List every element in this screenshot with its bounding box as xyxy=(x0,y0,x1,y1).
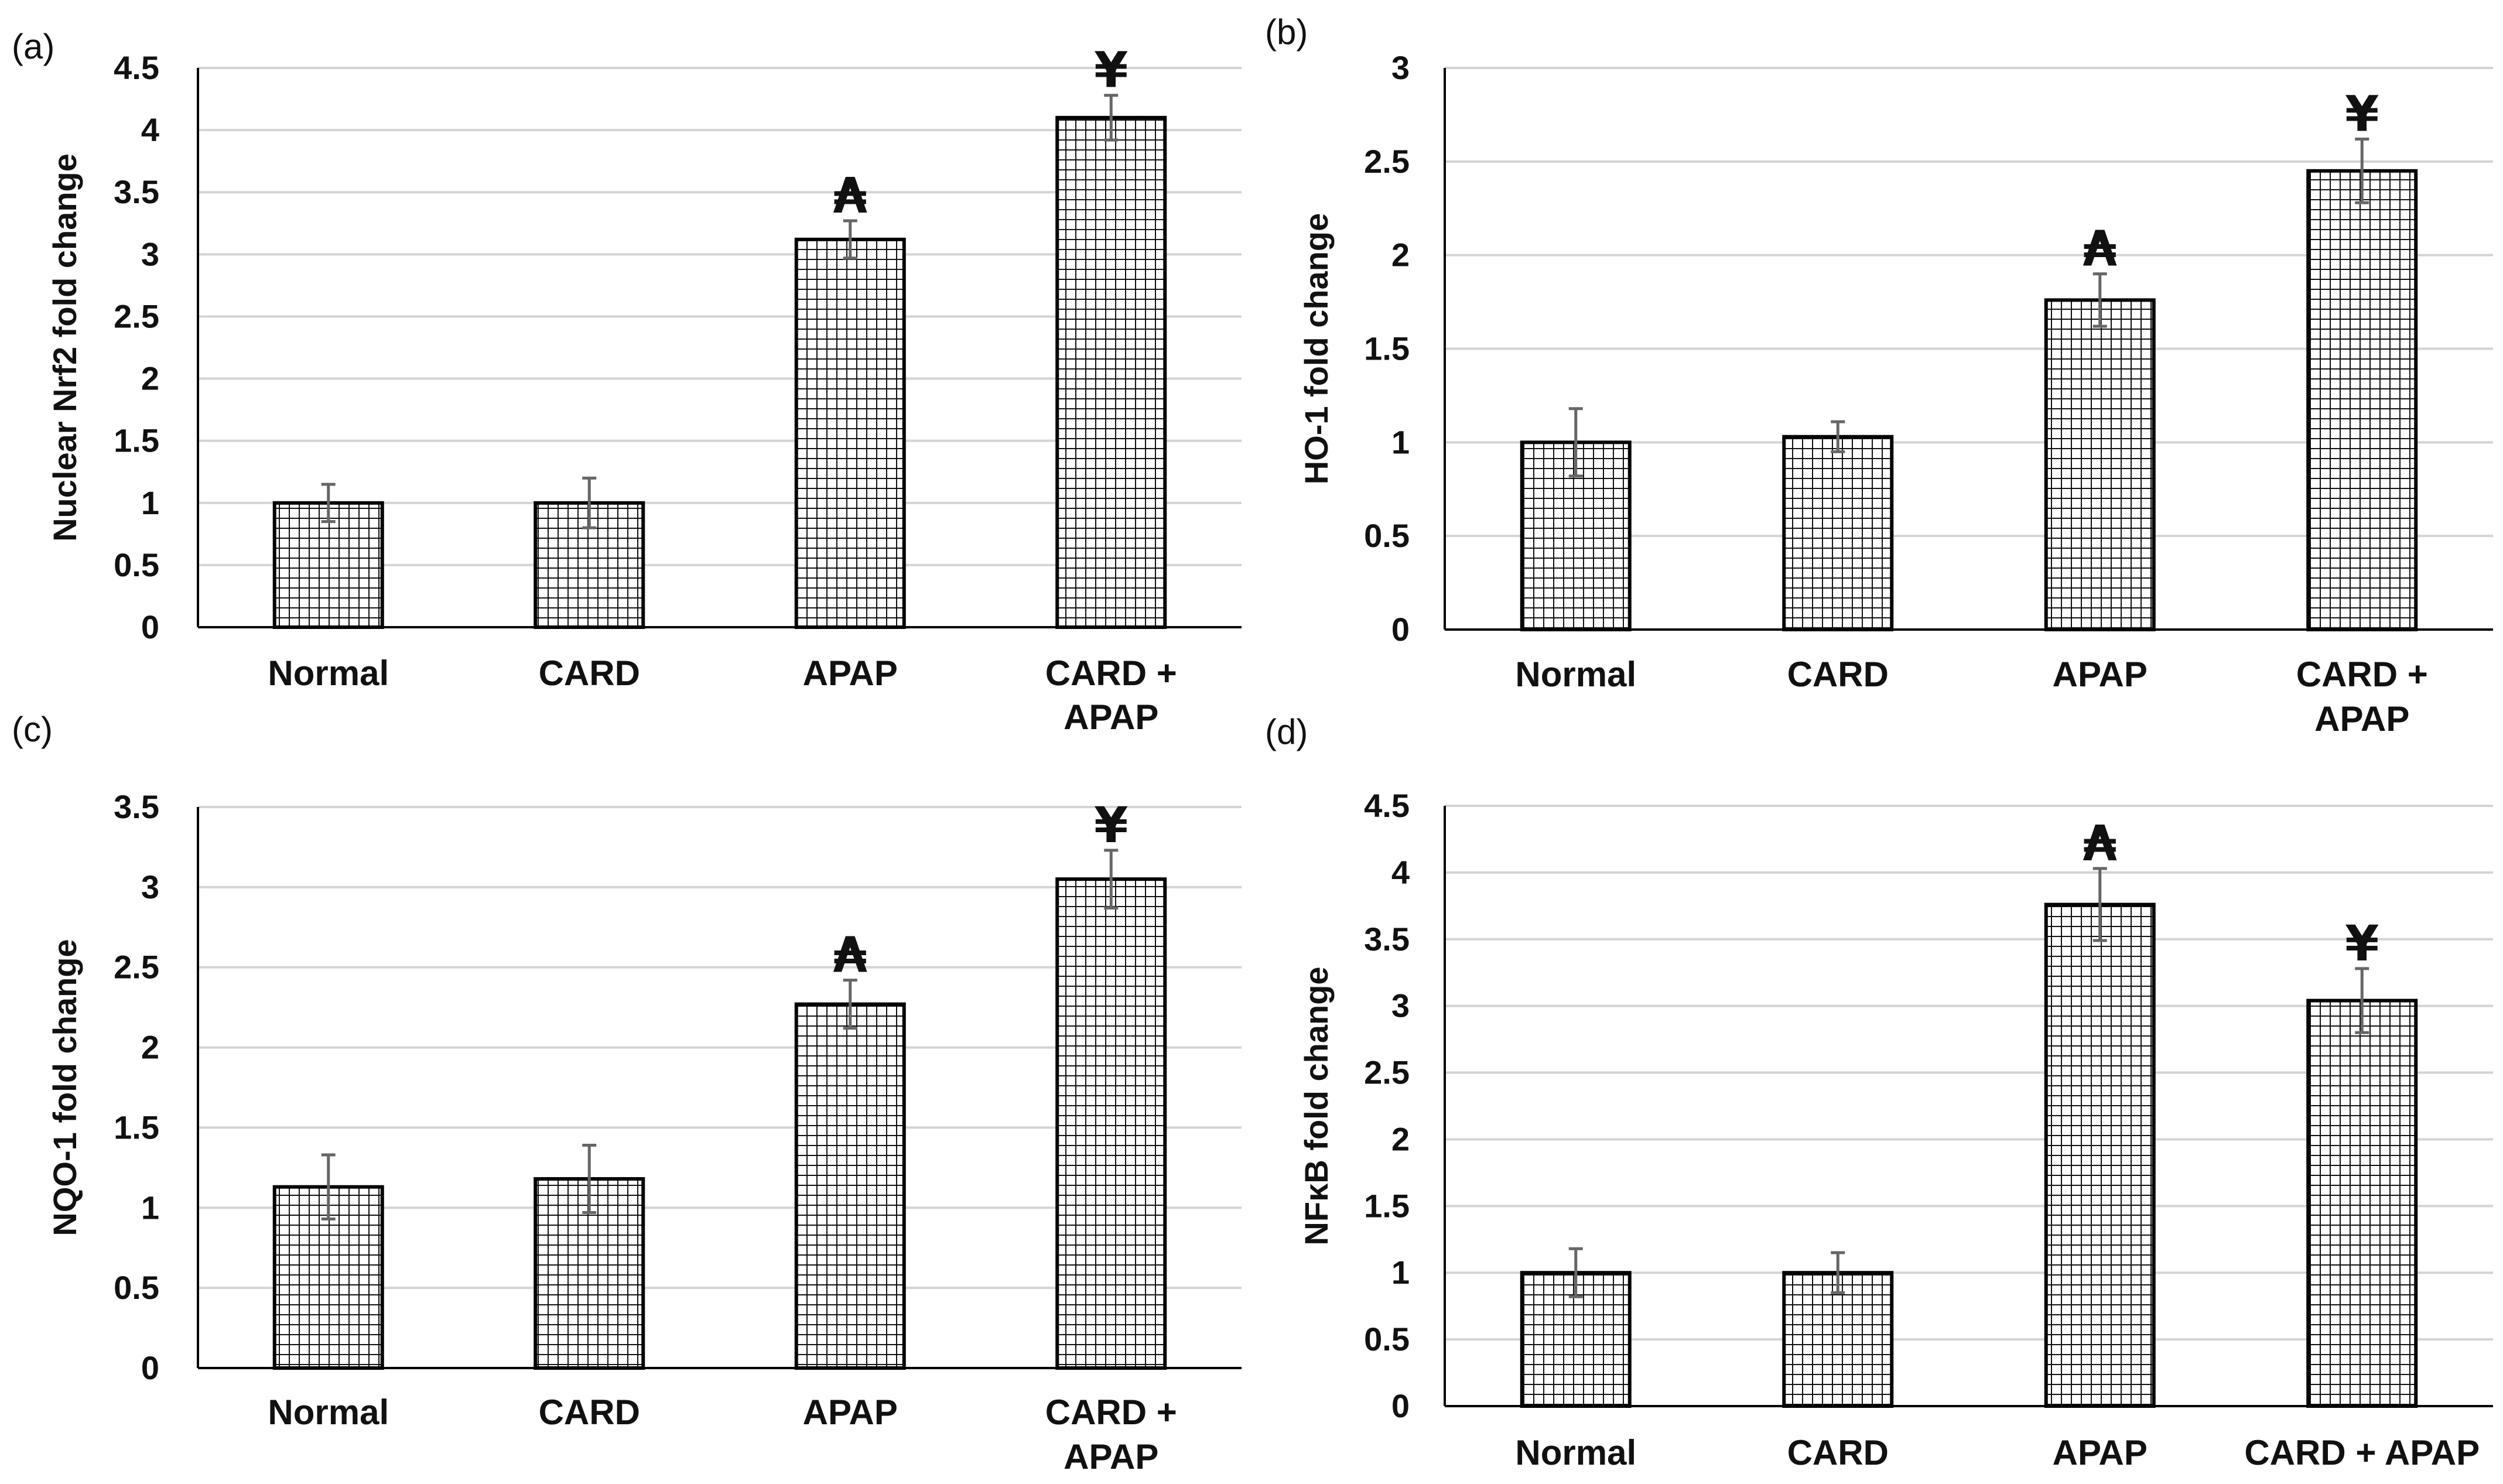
x-category-label: CARD + xyxy=(1045,654,1177,693)
y-tick-label: 0 xyxy=(1391,611,1410,648)
x-category-label: CARD + APAP xyxy=(2244,1433,2480,1472)
y-tick-label: 3.5 xyxy=(114,173,159,210)
panel-label: (b) xyxy=(1265,12,1308,52)
x-category-label: Normal xyxy=(1515,655,1636,694)
y-tick-label: 2.5 xyxy=(1364,143,1410,180)
y-axis-title: NFκB fold change xyxy=(1298,966,1335,1245)
bar xyxy=(794,237,906,630)
x-category-label: Normal xyxy=(268,654,389,693)
y-axis-title: HO-1 fold change xyxy=(1298,213,1335,485)
bar xyxy=(2044,298,2156,631)
y-tick-label: 2.5 xyxy=(114,949,159,986)
x-category-label: CARD xyxy=(539,1393,640,1432)
y-tick-label: 2 xyxy=(141,1029,159,1066)
x-category-label: CARD + xyxy=(1045,1393,1177,1432)
y-tick-label: 0 xyxy=(1391,1387,1410,1424)
significance-mark: ₳ xyxy=(2083,220,2118,278)
panel-label: (d) xyxy=(1265,712,1308,751)
y-tick-label: 4 xyxy=(1391,854,1410,891)
significance-mark: ₳ xyxy=(833,926,868,984)
x-category-label: APAP xyxy=(2314,699,2409,738)
y-tick-label: 3.5 xyxy=(1364,921,1410,958)
x-category-label: CARD xyxy=(539,654,640,693)
y-tick-label: 1.5 xyxy=(1364,1187,1410,1224)
y-tick-label: 3 xyxy=(141,235,159,272)
panel-a: (a) 0 0.5 1 1.5 2 2.5 3 3.5 4 4.5 Nuclear Nrf2 fold… xyxy=(12,27,1242,737)
significance-mark: ₳ xyxy=(2083,815,2118,872)
x-category-label: APAP xyxy=(2053,1433,2148,1472)
y-tick-label: 1.5 xyxy=(1364,330,1410,367)
y-tick-label: 2.5 xyxy=(1364,1054,1410,1091)
y-tick-label: 2 xyxy=(1391,1120,1410,1157)
panel-b: (b) 0 0.5 1 1.5 2 2.5 3 HO-1 fold change Normal CA… xyxy=(1265,12,2493,738)
x-category-label: APAP xyxy=(803,654,898,693)
x-category-label: APAP xyxy=(1064,1437,1158,1476)
x-category-label: Normal xyxy=(1515,1433,1636,1472)
y-tick-label: 0.5 xyxy=(1364,517,1410,554)
y-tick-label: 0 xyxy=(141,1349,159,1386)
x-category-label: Normal xyxy=(268,1393,389,1432)
y-tick-label: 1.5 xyxy=(114,422,159,459)
bar xyxy=(1782,1271,1894,1408)
y-tick-label: 0 xyxy=(141,608,159,645)
bar xyxy=(1055,877,1167,1370)
y-tick-label: 4 xyxy=(141,111,159,148)
bar xyxy=(1782,435,1894,631)
y-tick-label: 4.5 xyxy=(114,49,159,86)
significance-mark: ¥ xyxy=(2345,915,2379,972)
y-tick-label: 3 xyxy=(141,868,159,905)
significance-mark: ¥ xyxy=(2345,85,2379,142)
y-tick-label: 0.5 xyxy=(114,1269,159,1306)
significance-mark: ¥ xyxy=(1094,796,1128,854)
y-tick-label: 1.5 xyxy=(114,1109,159,1146)
panel-c: (c) 0 0.5 1 1.5 2 2.5 3 3.5 NQO-1 fold change Norm… xyxy=(12,710,1242,1476)
y-tick-label: 1 xyxy=(1391,423,1410,460)
panel-label: (c) xyxy=(12,710,53,749)
bar xyxy=(1055,115,1167,629)
y-tick-label: 0.5 xyxy=(1364,1321,1410,1358)
y-tick-label: 2.5 xyxy=(114,298,159,334)
x-category-label: APAP xyxy=(1064,697,1158,737)
y-tick-label: 1 xyxy=(1391,1254,1410,1291)
y-axis-title: Nuclear Nrf2 fold change xyxy=(46,153,83,542)
bar xyxy=(2306,169,2418,632)
y-tick-label: 2 xyxy=(141,360,159,397)
bar xyxy=(272,501,384,629)
y-tick-label: 3.5 xyxy=(114,788,159,825)
x-category-label: CARD + xyxy=(2296,655,2428,694)
y-axis-title: NQO-1 fold change xyxy=(46,939,83,1236)
panel-d: (d) 0 0.5 1 1.5 2 2.5 3 3.5 4 4.5 NFκB fold change N… xyxy=(1265,712,2493,1472)
x-category-label: CARD xyxy=(1787,655,1889,694)
y-tick-label: 4.5 xyxy=(1364,787,1410,824)
x-category-label: APAP xyxy=(803,1393,898,1432)
x-category-label: APAP xyxy=(2053,655,2148,694)
y-tick-label: 1 xyxy=(141,484,159,521)
bar xyxy=(794,1002,906,1370)
x-category-label: CARD xyxy=(1787,1433,1889,1472)
y-tick-label: 3 xyxy=(1391,49,1410,86)
significance-mark: ₳ xyxy=(833,167,868,224)
bar xyxy=(2044,902,2156,1408)
y-tick-label: 1 xyxy=(141,1189,159,1226)
panel-label: (a) xyxy=(12,27,54,66)
bar xyxy=(2306,999,2418,1408)
y-tick-label: 3 xyxy=(1391,987,1410,1024)
y-tick-label: 0.5 xyxy=(114,546,159,583)
y-tick-label: 2 xyxy=(1391,237,1410,273)
significance-mark: ¥ xyxy=(1094,42,1128,99)
